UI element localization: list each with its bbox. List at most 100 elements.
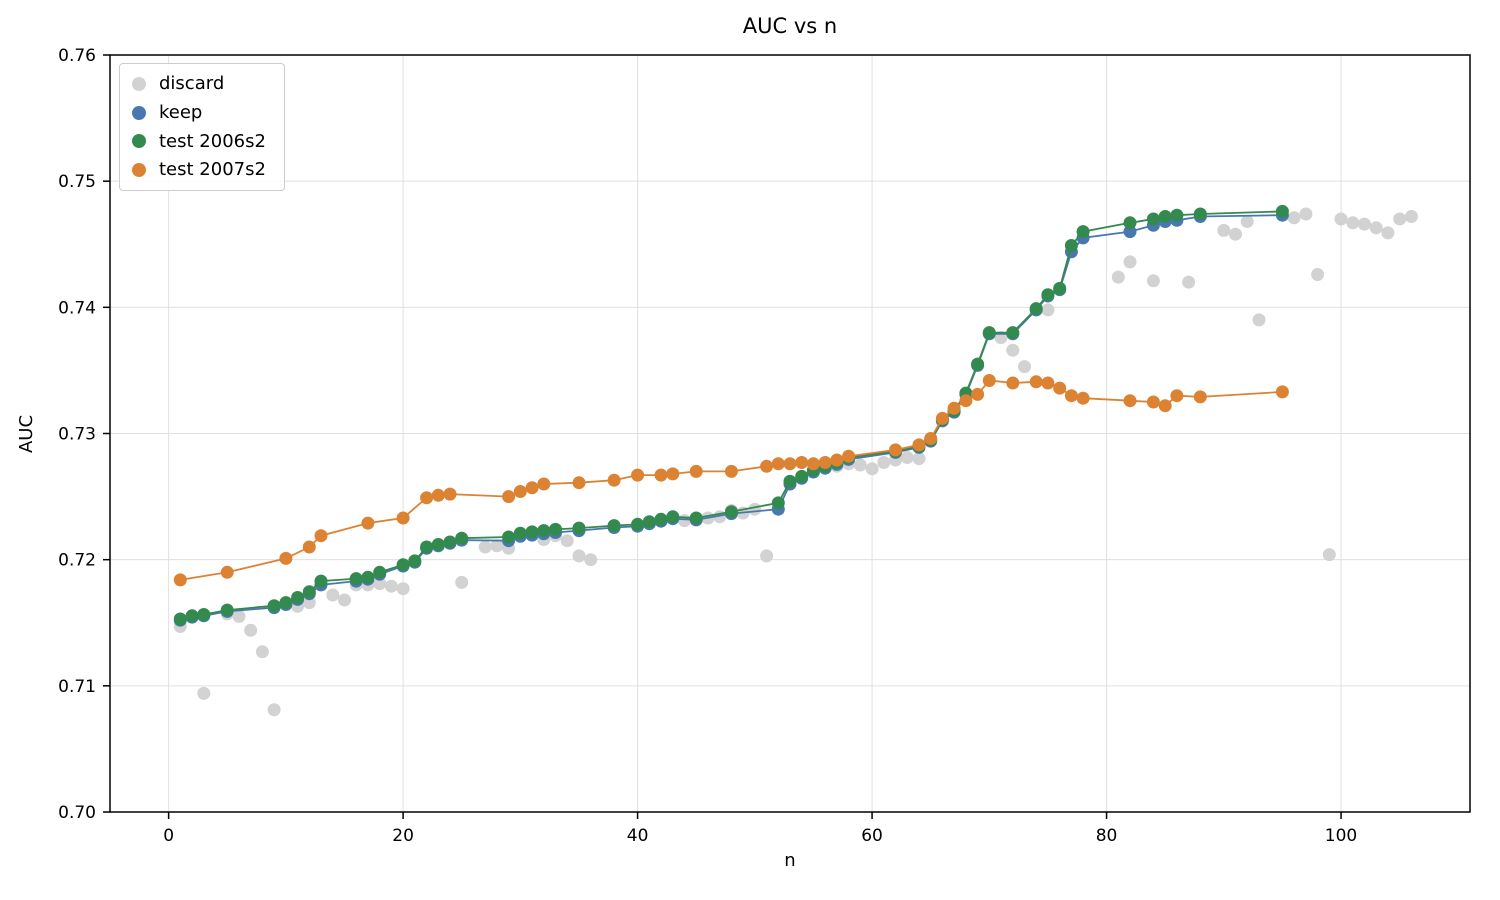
data-point: [396, 582, 410, 596]
x-tick-label: 100: [1325, 826, 1357, 846]
data-point: [654, 468, 668, 482]
legend-item-discard: discard: [132, 74, 266, 94]
data-point: [1369, 221, 1383, 235]
data-point: [267, 599, 281, 613]
data-point: [842, 449, 856, 463]
data-point: [1311, 268, 1325, 281]
x-tick-label: 20: [392, 826, 414, 846]
data-point: [1146, 212, 1160, 226]
data-point: [748, 502, 762, 516]
y-tick-label: 0.71: [58, 677, 96, 697]
data-point: [525, 525, 539, 539]
data-point: [1252, 313, 1266, 327]
data-point: [326, 588, 340, 602]
y-tick-label: 0.75: [58, 172, 96, 192]
data-point: [1123, 394, 1137, 408]
data-point: [302, 585, 316, 599]
data-point: [384, 579, 398, 593]
data-point: [525, 481, 539, 495]
data-point: [654, 512, 668, 526]
data-point: [771, 457, 785, 471]
data-point: [1146, 395, 1160, 409]
data-point: [982, 326, 996, 340]
data-point: [513, 485, 527, 498]
data-point: [912, 452, 926, 466]
data-point: [1322, 548, 1336, 562]
data-point: [1006, 376, 1020, 390]
y-tick-label: 0.76: [58, 46, 96, 66]
data-point: [724, 464, 738, 478]
data-point: [314, 574, 328, 588]
data-point: [666, 510, 680, 524]
y-tick-label: 0.70: [58, 803, 96, 823]
data-point: [478, 540, 492, 554]
data-point: [244, 623, 258, 637]
legend-marker-icon: [132, 76, 146, 91]
data-point: [349, 572, 363, 586]
data-point: [900, 451, 914, 464]
data-point: [502, 530, 516, 544]
data-point: [291, 591, 305, 604]
data-point: [220, 565, 234, 579]
data-point: [173, 612, 187, 626]
data-point: [1404, 210, 1418, 223]
data-point: [1076, 391, 1090, 405]
data-point: [1076, 225, 1090, 239]
data-point: [666, 467, 680, 481]
data-point: [361, 570, 375, 584]
axes-layer: 0 20 40 60 80 100 0.70 0.71 0.72 0.73 0.74 0.75 0.76: [58, 46, 1471, 846]
data-point: [197, 686, 211, 700]
data-point: [689, 511, 703, 525]
y-tick-label: 0.73: [58, 425, 96, 445]
data-point: [806, 457, 820, 471]
data-point: [795, 456, 809, 469]
legend-marker-icon: [132, 105, 146, 120]
data-point: [361, 516, 375, 530]
data-point: [1193, 207, 1207, 221]
data-point: [689, 464, 703, 478]
data-point: [631, 517, 645, 531]
data-point: [771, 496, 785, 510]
data-point: [971, 387, 985, 401]
x-tick-label: 40: [627, 826, 649, 846]
data-point: [1393, 212, 1407, 226]
y-tick-label: 0.72: [58, 551, 96, 571]
data-point: [1299, 207, 1313, 221]
data-point: [584, 553, 598, 567]
data-point: [1006, 326, 1020, 340]
series-test-2006s2: [173, 204, 1289, 626]
data-point: [1193, 390, 1207, 404]
data-point: [795, 469, 809, 483]
data-point: [912, 438, 926, 452]
data-point: [1041, 303, 1055, 317]
data-point: [302, 540, 316, 554]
data-point: [338, 593, 351, 607]
data-point: [302, 596, 316, 610]
data-point: [373, 577, 387, 591]
data-point: [1275, 204, 1289, 218]
data-point: [173, 573, 187, 587]
data-point: [760, 549, 774, 563]
legend-marker-icon: [132, 134, 146, 149]
data-point: [1041, 376, 1055, 390]
data-point: [537, 524, 551, 538]
series-test-2007s2: [173, 374, 1289, 587]
data-point: [853, 458, 867, 472]
data-point: [431, 538, 445, 551]
data-point: [889, 443, 902, 457]
data-point: [560, 534, 574, 548]
data-point: [443, 487, 457, 501]
legend-label: test 2007s2: [159, 159, 266, 181]
x-tick-label: 0: [163, 826, 174, 846]
y-tick-label: 0.74: [58, 298, 96, 318]
data-point: [1029, 375, 1043, 389]
data-point: [924, 432, 938, 445]
data-point: [982, 374, 996, 387]
data-point: [572, 549, 586, 563]
data-point: [724, 505, 738, 519]
data-point: [642, 515, 656, 529]
data-point: [373, 565, 387, 579]
data-point: [1064, 389, 1078, 403]
legend-item-test-2007s2: test 2007s2: [132, 160, 266, 180]
data-point: [607, 519, 621, 533]
